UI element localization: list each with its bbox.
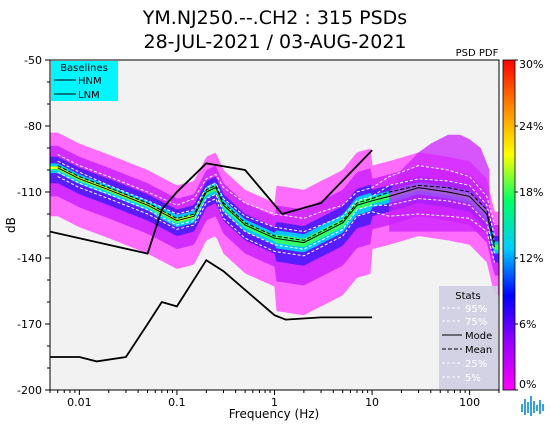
p25-legend-label: 25% xyxy=(465,359,487,370)
pdf-density-band xyxy=(50,145,499,286)
p25-line xyxy=(57,171,495,254)
pdf-density-peak xyxy=(50,166,195,222)
waveform-logo-icon xyxy=(521,396,544,416)
chart-title: YM.NJ250.--.CH2 : 315 PSDs xyxy=(142,7,408,29)
y-tick-label: -80 xyxy=(24,120,42,133)
p5-legend-label: 5% xyxy=(465,373,481,384)
y-axis: -50 -80 -110 -140 -170 -200 xyxy=(17,54,50,397)
hnm-baseline-line xyxy=(50,149,373,255)
colorbar-tick-label: 24% xyxy=(519,120,543,133)
chart-subtitle: 28-JUL-2021 / 03-AUG-2021 xyxy=(143,31,407,53)
p5-line xyxy=(57,176,495,263)
baseline-lines xyxy=(50,149,373,363)
mean-legend-label: Mean xyxy=(465,345,492,356)
pdf-density-cloud xyxy=(389,134,490,232)
baselines-legend-title: Baselines xyxy=(60,63,108,74)
x-tick-label: 1 xyxy=(271,396,278,409)
colorbar-tick-label: 18% xyxy=(519,186,543,199)
lnm-legend-label: LNM xyxy=(78,90,100,101)
colorbar xyxy=(502,59,516,391)
colorbar-ticks: 30% 24% 18% 12% 6% 0% xyxy=(515,58,543,391)
mode-line xyxy=(57,167,495,248)
colorbar-tick-label: 6% xyxy=(519,318,536,331)
lnm-baseline-line xyxy=(50,258,373,363)
hnm-legend-label: HNM xyxy=(78,76,102,87)
colorbar-tick-label: 12% xyxy=(519,252,543,265)
x-tick-label: 10 xyxy=(365,396,379,409)
y-axis-label: dB xyxy=(4,217,18,233)
x-tick-label: 0.01 xyxy=(67,396,92,409)
colorbar-tick-label: 30% xyxy=(519,58,543,71)
y-tick-label: -200 xyxy=(17,384,42,397)
y-tick-label: -140 xyxy=(17,252,42,265)
baselines-legend: Baselines HNM LNM xyxy=(51,61,118,101)
colorbar-label: PSD PDF xyxy=(456,48,499,59)
mode-legend-label: Mode xyxy=(465,331,492,342)
x-axis: 0.01 0.1 1 10 100 xyxy=(49,390,500,409)
p75-legend-label: 75% xyxy=(465,317,487,328)
p95-legend-label: 95% xyxy=(465,304,487,315)
stats-legend-box xyxy=(439,286,498,389)
p95-line xyxy=(57,154,495,226)
x-tick-label: 0.1 xyxy=(168,396,186,409)
stats-legend: Stats 95% 75% Mode Mean 25% 5% xyxy=(439,286,498,389)
x-axis-label: Frequency (Hz) xyxy=(229,407,320,421)
x-tick-label: 100 xyxy=(459,396,480,409)
y-tick-label: -50 xyxy=(24,54,42,67)
y-tick-label: -170 xyxy=(17,318,42,331)
y-tick-label: -110 xyxy=(17,186,42,199)
stats-legend-title: Stats xyxy=(455,291,481,302)
colorbar-tick-label: 0% xyxy=(519,378,536,391)
p75-line xyxy=(57,160,495,237)
